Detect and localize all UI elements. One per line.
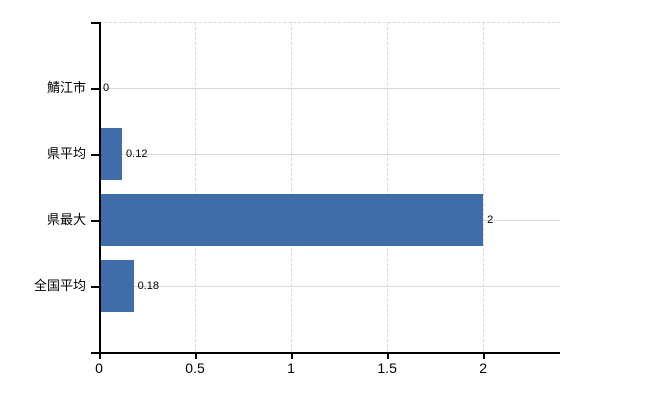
gridline-vertical bbox=[195, 22, 197, 352]
value-label: 0.18 bbox=[137, 280, 159, 292]
y-axis-tick bbox=[91, 352, 99, 354]
bar bbox=[100, 260, 134, 312]
y-axis-tick bbox=[91, 22, 99, 24]
x-axis-tick bbox=[195, 352, 197, 359]
value-label: 0 bbox=[103, 82, 110, 94]
gridline-horizontal bbox=[99, 88, 560, 89]
x-tick-label: 2 bbox=[479, 360, 488, 376]
y-axis-tick bbox=[91, 286, 99, 288]
x-tick-label: 1.5 bbox=[377, 360, 397, 376]
category-label: 鯖江市 bbox=[46, 80, 86, 95]
bar bbox=[100, 194, 484, 246]
x-axis-tick bbox=[99, 352, 101, 359]
x-axis-tick bbox=[387, 352, 389, 359]
gridline-horizontal bbox=[99, 286, 560, 287]
category-label: 全国平均 bbox=[33, 278, 86, 293]
y-axis bbox=[99, 22, 101, 353]
x-tick-label: 0 bbox=[95, 360, 103, 376]
value-label: 0.12 bbox=[126, 148, 148, 160]
x-axis bbox=[99, 352, 560, 354]
y-axis-tick bbox=[91, 220, 99, 222]
y-axis-tick bbox=[91, 154, 99, 156]
category-label: 県最大 bbox=[46, 212, 86, 227]
value-label: 2 bbox=[487, 214, 494, 226]
x-axis-tick bbox=[291, 352, 293, 359]
plot-top-border bbox=[99, 22, 560, 23]
gridline-vertical bbox=[387, 22, 389, 352]
gridline-vertical bbox=[483, 22, 485, 352]
category-label: 県平均 bbox=[46, 146, 86, 161]
x-tick-label: 0.5 bbox=[185, 360, 205, 376]
x-axis-tick bbox=[483, 352, 485, 359]
bar bbox=[100, 128, 123, 180]
x-tick-label: 1 bbox=[287, 360, 295, 376]
y-axis-tick bbox=[91, 88, 99, 90]
gridline-horizontal bbox=[99, 154, 560, 155]
gridline-vertical bbox=[291, 22, 293, 352]
